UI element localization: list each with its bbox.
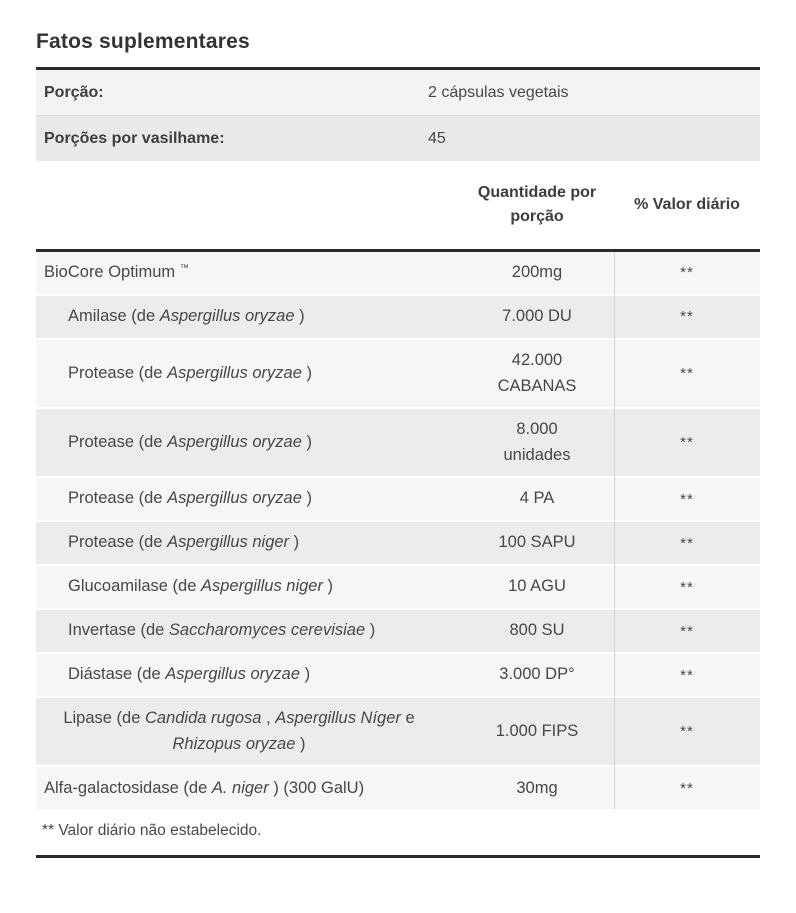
ingredient-name: Alfa-galactosidase (de A. niger ) (300 G… [44, 778, 365, 797]
ingredients-body: BioCore Optimum ™ 200mg ** Amilase (de Aspe… [36, 252, 760, 810]
ingredient-amount: 1.000 FIPS [495, 722, 579, 741]
ingredient-daily-value: ** [680, 779, 694, 797]
ingredient-row: Lipase (de Candida rugosa , Aspergillus … [36, 696, 760, 766]
ingredient-row: Diástase (de Aspergillus oryzae ) 3.000 D… [36, 652, 760, 697]
ingredient-name: Protease (de Aspergillus oryzae ) [68, 432, 312, 451]
ingredient-daily-value: ** [680, 723, 694, 741]
ingredient-daily-value: ** [680, 264, 694, 282]
ingredient-daily-value: ** [680, 364, 694, 382]
ingredient-amount: 7.000 DU [502, 307, 572, 326]
serving-row: Porção: 2 cápsulas vegetais [36, 70, 760, 115]
ingredient-amount: 3.000 DP° [499, 665, 575, 684]
ingredient-amount: 8.000 unidades [503, 420, 571, 464]
ingredient-name: Protease (de Aspergillus niger ) [68, 533, 300, 552]
ingredient-name: Glucoamilase (de Aspergillus niger ) [68, 577, 334, 596]
ingredient-name: Diástase (de Aspergillus oryzae ) [68, 665, 311, 684]
ingredient-daily-value: ** [680, 490, 694, 508]
ingredient-amount: 30mg [516, 778, 558, 797]
column-divider [614, 252, 615, 810]
supplement-facts-panel: Fatos suplementares Porção: 2 cápsulas ve… [36, 0, 760, 900]
page-title: Fatos suplementares [36, 30, 250, 53]
ingredient-daily-value: ** [680, 622, 694, 640]
ingredient-daily-value: ** [680, 666, 694, 684]
footnote: ** Valor diário não estabelecido. [42, 822, 262, 840]
ingredient-daily-value: ** [680, 534, 694, 552]
ingredient-row: Glucoamilase (de Aspergillus niger ) 10 A… [36, 564, 760, 609]
ingredient-daily-value: ** [680, 308, 694, 326]
ingredient-amount: 4 PA [519, 489, 555, 508]
ingredient-row: Invertase (de Saccharomyces cerevisiae )… [36, 608, 760, 653]
ingredient-name: Protease (de Aspergillus oryzae ) [68, 489, 312, 508]
ingredients-header-row: Quantidade por porção % Valor diário [36, 161, 760, 249]
ingredient-row: Alfa-galactosidase (de A. niger ) (300 G… [36, 765, 760, 810]
ingredient-daily-value: ** [680, 434, 694, 452]
ingredient-row: Protease (de Aspergillus oryzae ) 42.000 C… [36, 338, 760, 408]
ingredient-name: BioCore Optimum ™ [44, 262, 189, 282]
ingredient-amount: 200mg [511, 263, 563, 282]
ingredient-amount: 42.000 CABANAS [497, 351, 577, 395]
ingredient-row: BioCore Optimum ™ 200mg ** [36, 252, 760, 294]
column-header-daily-value: % Valor diário [634, 196, 740, 213]
header-rule [36, 249, 760, 252]
ingredient-name: Protease (de Aspergillus oryzae ) [68, 363, 312, 382]
column-header-amount: Quantidade por porção [477, 184, 597, 225]
ingredient-amount: 10 AGU [508, 577, 566, 596]
serving-info-table: Porção: 2 cápsulas vegetais Porções por va… [36, 70, 760, 161]
ingredient-amount: 800 SU [509, 621, 565, 640]
bottom-rule [36, 855, 760, 859]
ingredient-row: Protease (de Aspergillus oryzae ) 8.000 un… [36, 407, 760, 477]
serving-label: Porções por vasilhame: [44, 129, 225, 147]
ingredients-table: BioCore Optimum ™ 200mg ** Amilase (de Aspe… [36, 252, 760, 810]
ingredient-amount: 100 SAPU [498, 533, 576, 552]
ingredient-row: Protease (de Aspergillus oryzae ) 4 PA ** [36, 476, 760, 521]
serving-row: Porções por vasilhame: 45 [36, 115, 760, 161]
top-rule [36, 67, 760, 70]
ingredient-name: Invertase (de Saccharomyces cerevisiae ) [68, 621, 376, 640]
ingredient-row: Amilase (de Aspergillus oryzae ) 7.000 DU… [36, 294, 760, 338]
ingredient-daily-value: ** [680, 578, 694, 596]
ingredient-name: Amilase (de Aspergillus oryzae ) [68, 307, 305, 326]
ingredient-row: Protease (de Aspergillus niger ) 100 SAPU… [36, 520, 760, 565]
ingredient-name: Lipase (de Candida rugosa , Aspergillus … [63, 709, 415, 753]
serving-value: 45 [428, 129, 446, 147]
serving-value: 2 cápsulas vegetais [428, 83, 569, 101]
serving-label: Porção: [44, 83, 104, 101]
